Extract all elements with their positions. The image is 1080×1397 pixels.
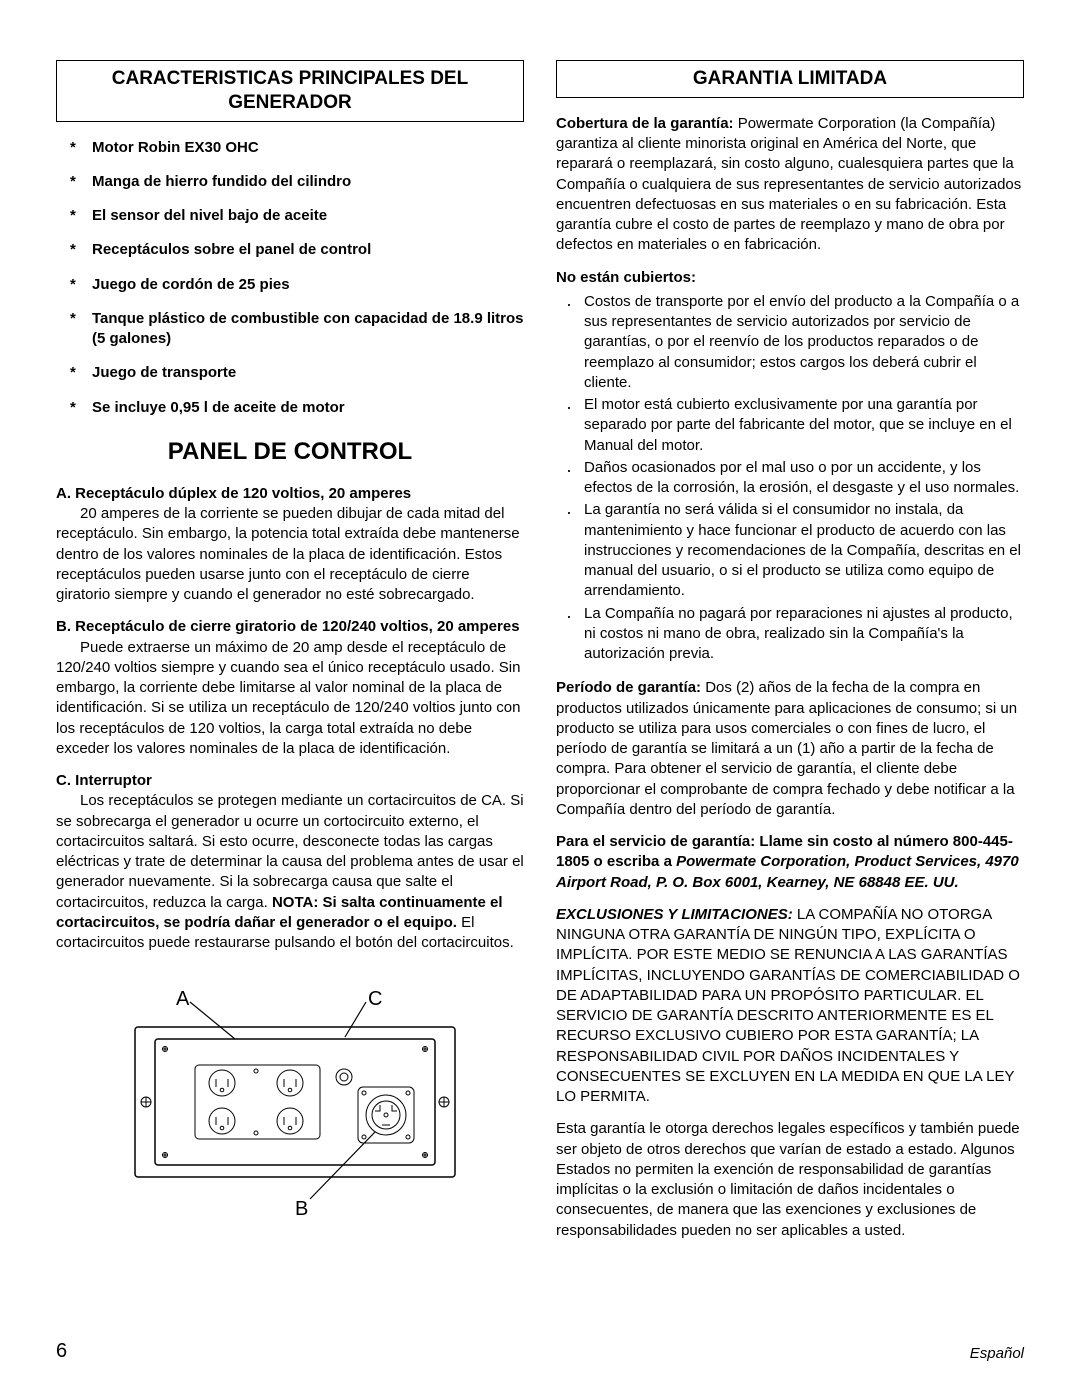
not-covered-item: Costos de transporte por el envío del pr… [584, 292, 1024, 393]
coverage-body: Powermate Corporation (la Compañía) gara… [556, 115, 1021, 254]
feature-item: Motor Robin EX30 OHC [92, 138, 524, 158]
feature-item: Manga de hierro fundido del cilindro [92, 172, 524, 192]
not-covered-title: No están cubiertos: [556, 268, 1024, 288]
feature-item: Receptáculos sobre el panel de control [92, 240, 524, 260]
exclusions-lead: EXCLUSIONES Y LIMITACIONES: [556, 906, 793, 923]
period-lead: Período de garantía: [556, 679, 701, 696]
coverage-lead: Cobertura de la garantía: [556, 115, 734, 132]
feature-item: Juego de cordón de 25 pies [92, 275, 524, 295]
section-a: A. Receptáculo dúplex de 120 voltios, 20… [56, 484, 524, 606]
panel-control-heading: PANEL DE CONTROL [56, 438, 524, 466]
feature-list: Motor Robin EX30 OHC Manga de hierro fun… [56, 138, 524, 418]
coverage-para: Cobertura de la garantía: Powermate Corp… [556, 114, 1024, 256]
feature-item: El sensor del nivel bajo de aceite [92, 206, 524, 226]
diagram-label-a: A [176, 988, 190, 1010]
features-heading: CARACTERISTICAS PRINCIPALES DEL GENERADO… [56, 60, 524, 122]
period-para: Período de garantía: Dos (2) años de la … [556, 678, 1024, 820]
not-covered-item: La Compañía no pagará por reparaciones n… [584, 604, 1024, 665]
section-c-label: C. Interruptor [56, 772, 152, 789]
exclusions-para: EXCLUSIONES Y LIMITACIONES: LA COMPAÑÍA … [556, 905, 1024, 1108]
not-covered-item: La garantía no será válida si el consumi… [584, 500, 1024, 601]
section-a-label: A. Receptáculo dúplex de 120 voltios, 20… [56, 485, 411, 502]
not-covered-item: El motor está cubierto exclusivamente po… [584, 395, 1024, 456]
period-body: Dos (2) años de la fecha de la compra en… [556, 679, 1017, 818]
language-label: Español [970, 1345, 1024, 1362]
section-c-body: Los receptáculos se protegen mediante un… [56, 791, 524, 953]
section-b: B. Receptáculo de cierre giratorio de 12… [56, 617, 524, 759]
not-covered-item: Daños ocasionados por el mal uso o por u… [584, 458, 1024, 499]
service-para: Para el servicio de garantía: Llame sin … [556, 832, 1024, 893]
left-column: CARACTERISTICAS PRINCIPALES DEL GENERADO… [56, 60, 524, 1253]
section-b-label: B. Receptáculo de cierre giratorio de 12… [56, 618, 520, 635]
feature-item: Se incluye 0,95 l de aceite de motor [92, 398, 524, 418]
exclusions-body: LA COMPAÑÍA NO OTORGA NINGUNA OTRA GARAN… [556, 906, 1020, 1105]
section-b-body: Puede extraerse un máximo de 20 amp desd… [56, 638, 524, 760]
page-number: 6 [56, 1340, 67, 1363]
right-column: GARANTIA LIMITADA Cobertura de la garant… [556, 60, 1024, 1253]
panel-diagram: A C B [56, 977, 524, 1232]
feature-item: Juego de transporte [92, 363, 524, 383]
two-column-layout: CARACTERISTICAS PRINCIPALES DEL GENERADO… [56, 60, 1024, 1253]
diagram-label-c: C [368, 988, 382, 1010]
warranty-heading: GARANTIA LIMITADA [556, 60, 1024, 98]
not-covered-list: Costos de transporte por el envío del pr… [556, 292, 1024, 665]
diagram-label-b: B [295, 1198, 308, 1220]
section-a-body: 20 amperes de la corriente se pueden dib… [56, 504, 524, 605]
final-para: Esta garantía le otorga derechos legales… [556, 1119, 1024, 1241]
section-c: C. Interruptor Los receptáculos se prote… [56, 771, 524, 953]
feature-item: Tanque plástico de combustible con capac… [92, 309, 524, 350]
